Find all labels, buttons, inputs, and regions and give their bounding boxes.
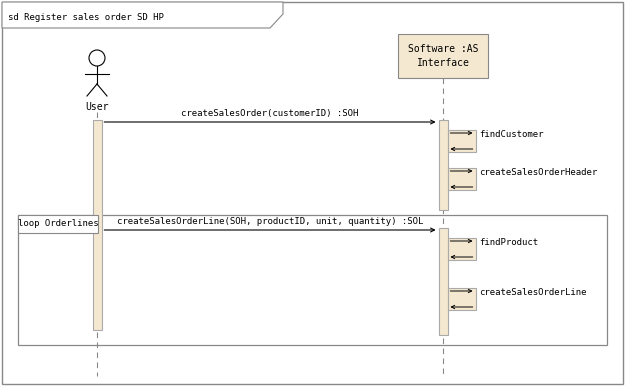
Text: sd Register sales order SD HP: sd Register sales order SD HP — [8, 12, 164, 22]
Circle shape — [89, 50, 105, 66]
Text: createSalesOrderHeader: createSalesOrderHeader — [479, 168, 598, 177]
Bar — [448, 238, 476, 260]
Text: createSalesOrder(customerID) :SOH: createSalesOrder(customerID) :SOH — [181, 109, 359, 118]
Polygon shape — [2, 2, 283, 28]
Bar — [398, 34, 488, 78]
Text: Software :AS
Interface: Software :AS Interface — [408, 44, 478, 68]
Text: User: User — [85, 102, 109, 112]
Bar — [18, 215, 98, 233]
Text: findProduct: findProduct — [479, 238, 539, 247]
Text: createSalesOrderLine: createSalesOrderLine — [479, 288, 587, 297]
Text: loop Orderlines: loop Orderlines — [18, 220, 98, 229]
Bar — [448, 130, 476, 152]
Text: findCustomer: findCustomer — [479, 130, 544, 139]
Bar — [448, 168, 476, 190]
Bar — [448, 288, 476, 310]
Bar — [439, 120, 448, 210]
Bar — [92, 120, 101, 330]
Bar — [439, 228, 448, 335]
Bar — [18, 215, 607, 345]
Text: createSalesOrderLine(SOH, productID, unit, quantity) :SOL: createSalesOrderLine(SOH, productID, uni… — [117, 217, 423, 226]
